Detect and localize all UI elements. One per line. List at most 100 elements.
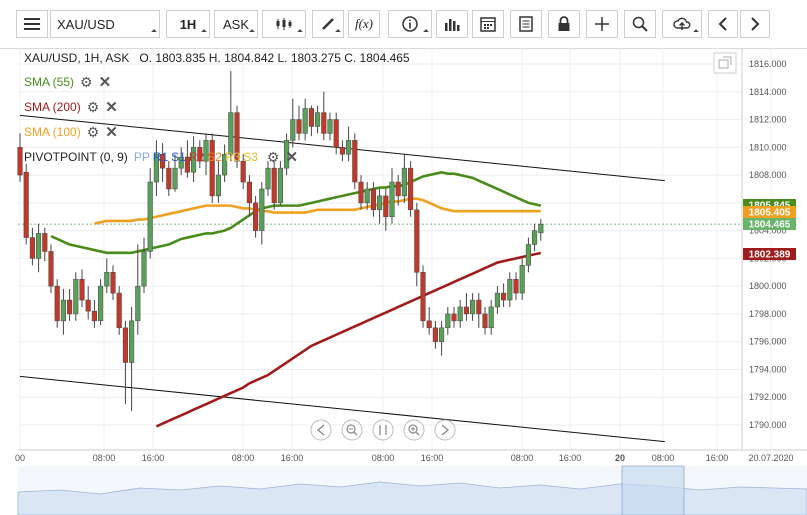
legend-sma-100[interactable]: SMA (100) ⚙ ✕: [24, 123, 118, 142]
candle-body: [85, 299, 91, 312]
sma-line-100: [94, 197, 541, 225]
scroll-left-icon[interactable]: [310, 419, 332, 441]
zoom-out-icon[interactable]: [341, 419, 363, 441]
candle-body: [122, 327, 128, 363]
legend-sma-55[interactable]: SMA (55) ⚙ ✕: [24, 73, 112, 92]
y-tick-label: 1792.000: [749, 392, 787, 402]
close-icon[interactable]: ✕: [285, 149, 299, 166]
drawing-pencil-icon: [322, 18, 334, 30]
candle-body: [426, 320, 432, 329]
close-icon[interactable]: ✕: [98, 74, 112, 91]
zoom-in-icon[interactable]: [403, 419, 425, 441]
x-tick-label: 08:00: [511, 453, 534, 463]
volume-button[interactable]: [436, 10, 468, 38]
candle-body: [271, 167, 277, 204]
legend-sma-200[interactable]: SMA (200) ⚙ ✕: [24, 98, 118, 117]
candle-body: [302, 108, 308, 134]
price-tag: [743, 218, 796, 230]
timeframe-selector[interactable]: 1H: [166, 10, 210, 38]
price-type-selector[interactable]: ASK: [214, 10, 258, 38]
pivot-levels: PP R1 S1 R2 S2 R3 S3: [134, 150, 261, 164]
candle-body: [209, 140, 215, 197]
gear-icon[interactable]: ⚙: [266, 148, 280, 165]
menu-button[interactable]: [16, 10, 48, 38]
x-tick-label: 08:00: [232, 453, 255, 463]
navigator-window[interactable]: [621, 465, 685, 515]
y-tick-label: 1804.000: [749, 226, 787, 236]
candle-body: [98, 285, 104, 322]
crosshair-button[interactable]: [586, 10, 618, 38]
price-tag-label: 1802.389: [749, 250, 791, 261]
x-tick-label: 08:00: [372, 453, 395, 463]
candle-body: [234, 112, 240, 162]
candle-body: [370, 188, 376, 211]
candle-body: [383, 195, 389, 217]
candle-body: [395, 181, 401, 197]
gear-icon[interactable]: ⚙: [80, 73, 93, 90]
candle-body: [17, 147, 23, 176]
candle-body: [259, 188, 265, 231]
x-axis: 00 08:00 16:00 08:00 16:00 08:00 16:00 08:00 16:…: [15, 453, 794, 463]
gear-icon[interactable]: ⚙: [86, 98, 100, 115]
pause-icon[interactable]: [372, 419, 394, 441]
navigator[interactable]: [17, 465, 807, 515]
candle-body: [470, 299, 476, 315]
function-button[interactable]: f(x): [348, 10, 380, 38]
candle-body: [129, 320, 135, 363]
legend-pivotpoint[interactable]: PIVOTPOINT (0, 9) PP R1 S1 R2 S2 R3 S3 ⚙ ✕: [24, 148, 299, 167]
pivot-level-r3: R3: [224, 150, 241, 164]
candle-body: [463, 306, 469, 315]
candle-body: [457, 306, 463, 322]
calendar-button[interactable]: [472, 10, 504, 38]
scroll-right-icon[interactable]: [434, 419, 456, 441]
lower-trendline[interactable]: [19, 375, 665, 443]
pivot-level-r2: R2: [188, 150, 205, 164]
report-button[interactable]: [510, 10, 542, 38]
candle-body: [215, 174, 221, 197]
toolbar: XAU/USD 1H ASK f(x): [0, 0, 807, 49]
scroll-back-button[interactable]: [708, 10, 738, 38]
chart-type-button[interactable]: [262, 10, 306, 38]
crosshair-icon: [595, 17, 609, 31]
candle-body: [240, 160, 246, 183]
candle-body: [296, 119, 302, 134]
candle-body: [389, 181, 395, 217]
upload-button[interactable]: [662, 10, 702, 38]
candle-body: [420, 272, 426, 322]
popout-icon[interactable]: [713, 52, 737, 74]
candle-body: [308, 108, 314, 127]
candle-body: [265, 167, 271, 190]
info-icon: [402, 16, 418, 32]
close-icon[interactable]: ✕: [105, 99, 118, 116]
candle-body: [513, 278, 519, 294]
lock-button[interactable]: [548, 10, 580, 38]
info-button[interactable]: [388, 10, 432, 38]
timeframe-label: 1H: [179, 16, 197, 32]
candle-body: [414, 209, 420, 273]
candle-body: [110, 272, 116, 294]
candle-body: [67, 299, 73, 315]
scroll-forward-button[interactable]: [740, 10, 770, 38]
legend-sma-100-label: SMA (100): [24, 125, 81, 139]
chart-grid: [18, 48, 772, 450]
candle-body: [42, 233, 48, 252]
candles: [17, 70, 544, 412]
close-icon[interactable]: ✕: [105, 124, 118, 141]
candle-body: [54, 285, 60, 322]
zoom-button[interactable]: [624, 10, 656, 38]
y-tick-label: 1794.000: [749, 364, 787, 374]
y-tick-label: 1790.000: [749, 420, 787, 430]
arrow-right-icon: [751, 17, 760, 31]
y-tick-label: 1798.000: [749, 309, 787, 319]
candle-body: [104, 272, 110, 287]
candle-body: [166, 167, 172, 190]
symbol-label: XAU/USD: [57, 16, 115, 32]
candle-body: [339, 147, 345, 155]
symbol-selector[interactable]: XAU/USD: [50, 10, 160, 38]
pivot-level-r1: R1: [152, 150, 169, 164]
gear-icon[interactable]: ⚙: [86, 123, 100, 140]
drawing-button[interactable]: [312, 10, 344, 38]
candle-body: [346, 140, 352, 155]
